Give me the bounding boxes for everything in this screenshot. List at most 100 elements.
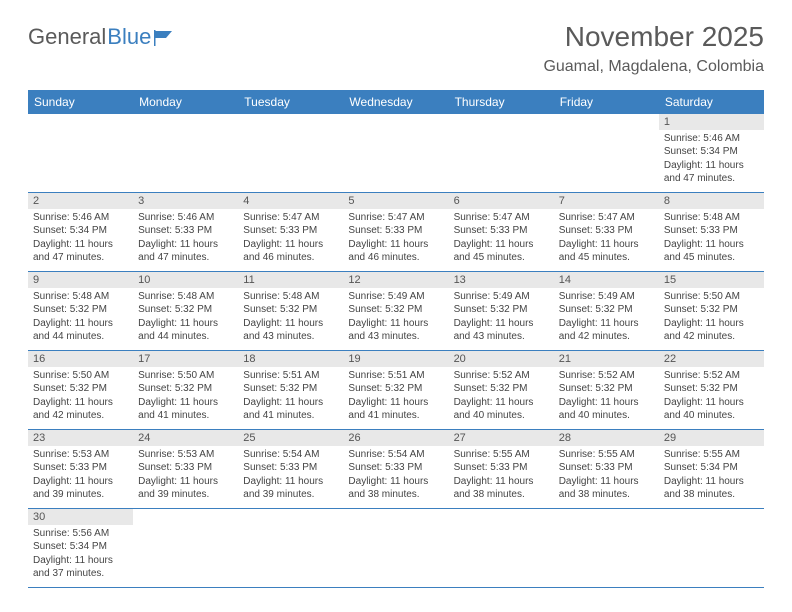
sunrise-line: Sunrise: 5:52 AM xyxy=(559,369,654,383)
sunrise-line: Sunrise: 5:51 AM xyxy=(243,369,338,383)
daylight-line: Daylight: 11 hours and 42 minutes. xyxy=(33,396,128,423)
day-info: Sunrise: 5:51 AMSunset: 5:32 PMDaylight:… xyxy=(343,367,448,427)
day-number: 23 xyxy=(28,430,133,446)
day-info: Sunrise: 5:55 AMSunset: 5:33 PMDaylight:… xyxy=(554,446,659,506)
day-number: 24 xyxy=(133,430,238,446)
day-number: 2 xyxy=(28,193,133,209)
weekday-header: Thursday xyxy=(449,90,554,114)
sunset-line: Sunset: 5:32 PM xyxy=(559,382,654,396)
sunrise-line: Sunrise: 5:55 AM xyxy=(664,448,759,462)
day-info: Sunrise: 5:49 AMSunset: 5:32 PMDaylight:… xyxy=(554,288,659,348)
day-number: 10 xyxy=(133,272,238,288)
day-number: 27 xyxy=(449,430,554,446)
sunrise-line: Sunrise: 5:48 AM xyxy=(664,211,759,225)
daylight-line: Daylight: 11 hours and 46 minutes. xyxy=(348,238,443,265)
day-info: Sunrise: 5:54 AMSunset: 5:33 PMDaylight:… xyxy=(343,446,448,506)
daylight-line: Daylight: 11 hours and 43 minutes. xyxy=(454,317,549,344)
day-number: 7 xyxy=(554,193,659,209)
calendar-cell: 17Sunrise: 5:50 AMSunset: 5:32 PMDayligh… xyxy=(133,350,238,429)
daylight-line: Daylight: 11 hours and 42 minutes. xyxy=(664,317,759,344)
sunset-line: Sunset: 5:33 PM xyxy=(559,224,654,238)
calendar-cell: 4Sunrise: 5:47 AMSunset: 5:33 PMDaylight… xyxy=(238,192,343,271)
day-number: 22 xyxy=(659,351,764,367)
sunset-line: Sunset: 5:33 PM xyxy=(454,461,549,475)
calendar-cell: 29Sunrise: 5:55 AMSunset: 5:34 PMDayligh… xyxy=(659,429,764,508)
sunset-line: Sunset: 5:33 PM xyxy=(348,224,443,238)
day-info: Sunrise: 5:47 AMSunset: 5:33 PMDaylight:… xyxy=(449,209,554,269)
day-number: 29 xyxy=(659,430,764,446)
calendar-cell: 8Sunrise: 5:48 AMSunset: 5:33 PMDaylight… xyxy=(659,192,764,271)
day-number: 5 xyxy=(343,193,448,209)
sunset-line: Sunset: 5:32 PM xyxy=(454,303,549,317)
sunrise-line: Sunrise: 5:55 AM xyxy=(454,448,549,462)
day-info: Sunrise: 5:56 AMSunset: 5:34 PMDaylight:… xyxy=(28,525,133,585)
calendar-cell xyxy=(28,114,133,193)
calendar-cell xyxy=(343,114,448,193)
day-number: 4 xyxy=(238,193,343,209)
calendar-cell xyxy=(133,508,238,587)
calendar-cell xyxy=(554,114,659,193)
day-number: 9 xyxy=(28,272,133,288)
weekday-header: Tuesday xyxy=(238,90,343,114)
sunset-line: Sunset: 5:32 PM xyxy=(348,382,443,396)
calendar-cell: 13Sunrise: 5:49 AMSunset: 5:32 PMDayligh… xyxy=(449,271,554,350)
sunrise-line: Sunrise: 5:52 AM xyxy=(454,369,549,383)
daylight-line: Daylight: 11 hours and 46 minutes. xyxy=(243,238,338,265)
calendar-cell xyxy=(238,114,343,193)
day-info: Sunrise: 5:53 AMSunset: 5:33 PMDaylight:… xyxy=(133,446,238,506)
calendar-body: 1 Sunrise: 5:46 AM Sunset: 5:34 PM Daylight… xyxy=(28,114,764,588)
sunrise-line: Sunrise: 5:49 AM xyxy=(348,290,443,304)
sunrise-line: Sunrise: 5:47 AM xyxy=(454,211,549,225)
sunset-line: Sunset: 5:32 PM xyxy=(138,382,233,396)
calendar-cell: 21Sunrise: 5:52 AMSunset: 5:32 PMDayligh… xyxy=(554,350,659,429)
calendar-row: 16Sunrise: 5:50 AMSunset: 5:32 PMDayligh… xyxy=(28,350,764,429)
daylight-line: Daylight: 11 hours and 42 minutes. xyxy=(559,317,654,344)
calendar-cell: 27Sunrise: 5:55 AMSunset: 5:33 PMDayligh… xyxy=(449,429,554,508)
sunset-line: Sunset: 5:32 PM xyxy=(138,303,233,317)
calendar-cell xyxy=(554,508,659,587)
day-number: 20 xyxy=(449,351,554,367)
calendar-cell: 3Sunrise: 5:46 AMSunset: 5:33 PMDaylight… xyxy=(133,192,238,271)
daylight-line: Daylight: 11 hours and 41 minutes. xyxy=(348,396,443,423)
sunset-line: Sunset: 5:32 PM xyxy=(243,303,338,317)
sunset-line: Sunset: 5:33 PM xyxy=(243,224,338,238)
calendar-cell: 1Sunrise: 5:46 AMSunset: 5:34 PMDaylight… xyxy=(659,114,764,193)
day-info: Sunrise: 5:50 AMSunset: 5:32 PMDaylight:… xyxy=(28,367,133,427)
day-number: 12 xyxy=(343,272,448,288)
day-info: Sunrise: 5:55 AMSunset: 5:34 PMDaylight:… xyxy=(659,446,764,506)
day-info: Sunrise: 5:47 AMSunset: 5:33 PMDaylight:… xyxy=(238,209,343,269)
day-number: 14 xyxy=(554,272,659,288)
sunrise-line: Sunrise: 5:46 AM xyxy=(664,132,759,146)
weekday-header: Saturday xyxy=(659,90,764,114)
weekday-header: Sunday xyxy=(28,90,133,114)
sunrise-line: Sunrise: 5:47 AM xyxy=(348,211,443,225)
daylight-line: Daylight: 11 hours and 44 minutes. xyxy=(138,317,233,344)
sunset-line: Sunset: 5:33 PM xyxy=(454,224,549,238)
calendar-cell xyxy=(133,114,238,193)
sunset-line: Sunset: 5:34 PM xyxy=(33,540,128,554)
sunset-line: Sunset: 5:33 PM xyxy=(33,461,128,475)
calendar-row: 30Sunrise: 5:56 AMSunset: 5:34 PMDayligh… xyxy=(28,508,764,587)
daylight-line: Daylight: 11 hours and 47 minutes. xyxy=(138,238,233,265)
sunrise-line: Sunrise: 5:50 AM xyxy=(138,369,233,383)
day-info: Sunrise: 5:47 AMSunset: 5:33 PMDaylight:… xyxy=(343,209,448,269)
sunrise-line: Sunrise: 5:48 AM xyxy=(138,290,233,304)
calendar-cell: 10 Sunrise: 5:48 AMSunset: 5:32 PMDayligh… xyxy=(133,271,238,350)
sunset-line: Sunset: 5:32 PM xyxy=(664,303,759,317)
sunset-line: Sunset: 5:33 PM xyxy=(243,461,338,475)
day-info: Sunrise: 5:46 AMSunset: 5:33 PMDaylight:… xyxy=(133,209,238,269)
day-info: Sunrise: 5:48 AMSunset: 5:33 PMDaylight:… xyxy=(659,209,764,269)
day-number: 18 xyxy=(238,351,343,367)
sunset-line: Sunset: 5:32 PM xyxy=(348,303,443,317)
day-info: Sunrise: 5:48 AMSunset: 5:32 PMDaylight:… xyxy=(238,288,343,348)
sunset-line: Sunset: 5:34 PM xyxy=(664,461,759,475)
day-number: 1 xyxy=(659,114,764,130)
sunrise-line: Sunrise: 5:53 AM xyxy=(33,448,128,462)
day-info: Sunrise: 5:47 AMSunset: 5:33 PMDaylight:… xyxy=(554,209,659,269)
calendar-cell: 16Sunrise: 5:50 AMSunset: 5:32 PMDayligh… xyxy=(28,350,133,429)
day-info: Sunrise: 5:48 AMSunset: 5:32 PMDaylight:… xyxy=(28,288,133,348)
calendar-cell: 22Sunrise: 5:52 AMSunset: 5:32 PMDayligh… xyxy=(659,350,764,429)
day-number: 16 xyxy=(28,351,133,367)
sunrise-line: Sunrise: 5:54 AM xyxy=(348,448,443,462)
calendar-cell: 25Sunrise: 5:54 AMSunset: 5:33 PMDayligh… xyxy=(238,429,343,508)
